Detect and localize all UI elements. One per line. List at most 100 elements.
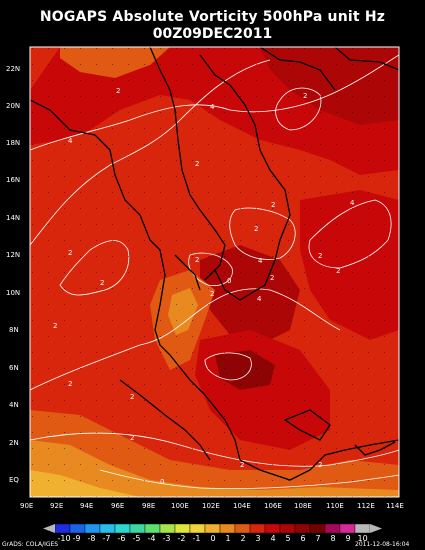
colorbar-label: -8 (87, 534, 96, 543)
contour-label: 4 (257, 295, 262, 303)
lat-label: 10N (6, 289, 21, 297)
colorbar-swatch (114, 523, 131, 534)
lon-label: 90E (20, 502, 34, 510)
colorbar-label: 0 (210, 534, 216, 543)
lon-label: 96E (111, 502, 125, 510)
contour-label: 2 (130, 434, 135, 442)
contour-label: 2 (270, 274, 275, 282)
lon-label: 94E (80, 502, 94, 510)
contour-label: 2 (195, 160, 200, 168)
colorbar-swatch (69, 523, 86, 534)
contour-label: 2 (53, 322, 58, 330)
contour-label: 2 (130, 393, 135, 401)
lat-label: 22N (6, 65, 21, 73)
contour-label: 4 (210, 103, 215, 111)
colorbar-arrow-left (43, 524, 55, 533)
colorbar-label: -9 (72, 534, 81, 543)
colorbar-swatch (54, 523, 71, 534)
credit-left: GrADS: COLA/IGES (2, 541, 59, 548)
colorbar-label: 9 (345, 534, 351, 543)
colorbar-swatch (159, 523, 176, 534)
colorbar-swatch (129, 523, 146, 534)
lat-label: EQ (9, 476, 19, 484)
colorbar-label: 10 (357, 534, 368, 543)
colorbar-label: -6 (117, 534, 126, 543)
contour-label: 2 (318, 252, 323, 260)
contour-label: 2 (303, 92, 308, 100)
lat-label: 2N (9, 439, 19, 447)
contour-label: 2 (336, 267, 341, 275)
colorbar-swatch (84, 523, 101, 534)
colorbar-label: 2 (240, 534, 246, 543)
lat-label: 18N (6, 139, 21, 147)
chart-title: NOGAPS Absolute Vorticity 500hPa unit Hz (39, 9, 386, 25)
colorbar-swatch (264, 523, 281, 534)
lon-label: 106E (264, 502, 282, 510)
lon-label: 100E (171, 502, 189, 510)
colorbar-label: -4 (147, 534, 156, 543)
colorbar-swatch (144, 523, 161, 534)
colorbar-label: 7 (315, 534, 321, 543)
contour-label: 4 (350, 199, 355, 207)
colorbar-label: 1 (225, 534, 231, 543)
colorbar-arrow-right (370, 524, 382, 533)
colorbar-label: 4 (270, 534, 276, 543)
contour-label: 2 (271, 201, 276, 209)
colorbar-swatch (339, 523, 356, 534)
contour-label: 2 (195, 256, 200, 264)
contour-label: 4 (68, 137, 73, 145)
colorbar-label: -10 (57, 534, 71, 543)
colorbar-label: 6 (300, 534, 306, 543)
contour-label: 2 (68, 249, 73, 257)
colorbar-swatch (174, 523, 191, 534)
colorbar-label: 5 (285, 534, 291, 543)
colorbar-label: -5 (132, 534, 141, 543)
contour-label: 2 (100, 279, 105, 287)
contour-label: 2 (254, 225, 259, 233)
colorbar-swatch (324, 523, 341, 534)
lon-label: 110E (326, 502, 344, 510)
grid-dots (30, 47, 399, 497)
colorbar-swatch (279, 523, 296, 534)
colorbar-label: -3 (162, 534, 171, 543)
colorbar-label: -1 (192, 534, 201, 543)
colorbar-swatch (234, 523, 251, 534)
colorbar-swatch (294, 523, 311, 534)
colorbar-swatch (309, 523, 326, 534)
lat-label: 8N (9, 326, 19, 334)
contour-label: 0 (160, 478, 165, 486)
lat-label: 4N (9, 401, 19, 409)
contour-label: 2 (68, 380, 73, 388)
lon-label: 102E (202, 502, 220, 510)
contour-label: 2 (318, 461, 323, 469)
map-plot-area (30, 47, 399, 497)
lat-label: 14N (6, 214, 21, 222)
colorbar-swatch (204, 523, 221, 534)
colorbar-swatch (354, 523, 371, 534)
contour-label: 0 (227, 277, 232, 285)
colorbar-label: -7 (102, 534, 111, 543)
lat-label: 16N (6, 176, 21, 184)
lat-label: 12N (6, 251, 21, 259)
lat-label: 20N (6, 102, 21, 110)
lon-label: 112E (357, 502, 375, 510)
contour-label: 2 (240, 461, 245, 469)
lon-label: 108E (294, 502, 312, 510)
colorbar-label: -2 (177, 534, 186, 543)
colorbar-label: 3 (255, 534, 261, 543)
colorbar-label: 8 (330, 534, 336, 543)
lon-label: 114E (386, 502, 404, 510)
credit-right: 2011-12-08-16:04 (355, 541, 410, 548)
colorbar (43, 523, 382, 534)
contour-label: 4 (258, 257, 263, 265)
contour-label: 2 (210, 290, 215, 298)
lat-label: 6N (9, 364, 19, 372)
colorbar-swatch (249, 523, 266, 534)
colorbar-swatch (99, 523, 116, 534)
lon-label: 98E (142, 502, 156, 510)
lon-label: 92E (50, 502, 64, 510)
colorbar-swatch (219, 523, 236, 534)
chart-subtitle: 00Z09DEC2011 (152, 26, 273, 42)
colorbar-swatch (189, 523, 206, 534)
